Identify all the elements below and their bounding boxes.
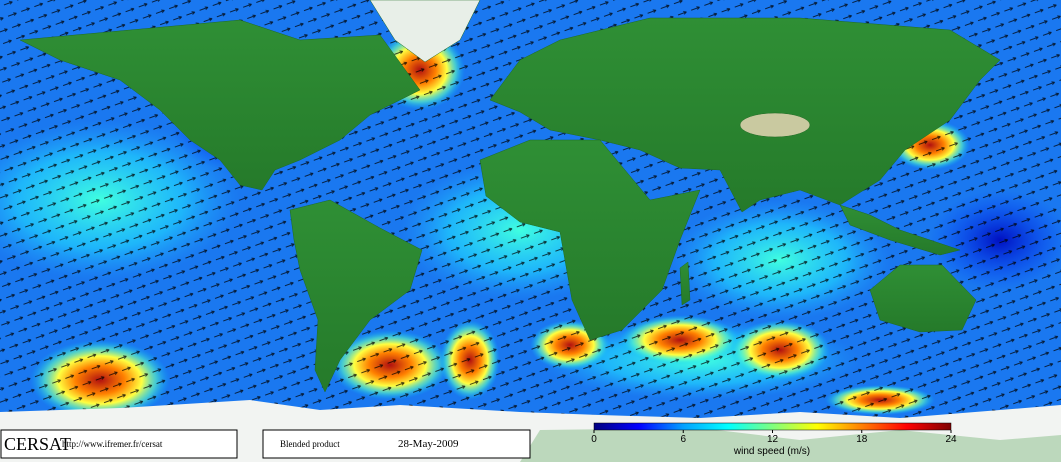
colorbar-label: wind speed (m/s) bbox=[733, 446, 810, 457]
colorbar: wind speed (m/s) 0 6 12 18 24 bbox=[591, 422, 957, 457]
product-box bbox=[262, 429, 531, 459]
url: http://www.ifremer.fr/cersat bbox=[62, 439, 163, 449]
tibet bbox=[739, 112, 811, 138]
madagascar bbox=[679, 261, 691, 306]
footer: CERSAT http://www.ifremer.fr/cersat Blen… bbox=[0, 429, 531, 459]
north-america bbox=[19, 19, 421, 191]
colorbar-fill bbox=[593, 422, 952, 431]
colorbar-tick-label: 12 bbox=[767, 434, 779, 445]
greenland bbox=[369, 0, 481, 63]
credit-box bbox=[0, 429, 238, 459]
logo: CERSAT bbox=[4, 434, 71, 454]
indonesia bbox=[839, 204, 961, 256]
product: Blended product bbox=[280, 439, 340, 449]
colorbar-tick-label: 24 bbox=[945, 434, 957, 445]
africa bbox=[479, 139, 701, 341]
antarctica-relief bbox=[520, 428, 1061, 462]
date: 28-May-2009 bbox=[398, 438, 459, 450]
colorbar-tick-label: 18 bbox=[856, 434, 868, 445]
eurasia bbox=[489, 17, 1001, 213]
south-america bbox=[289, 199, 423, 393]
colorbar-tick-label: 6 bbox=[680, 434, 686, 445]
australia bbox=[869, 264, 977, 333]
colorbar-tick-label: 0 bbox=[591, 434, 597, 445]
continents bbox=[19, 0, 1001, 393]
